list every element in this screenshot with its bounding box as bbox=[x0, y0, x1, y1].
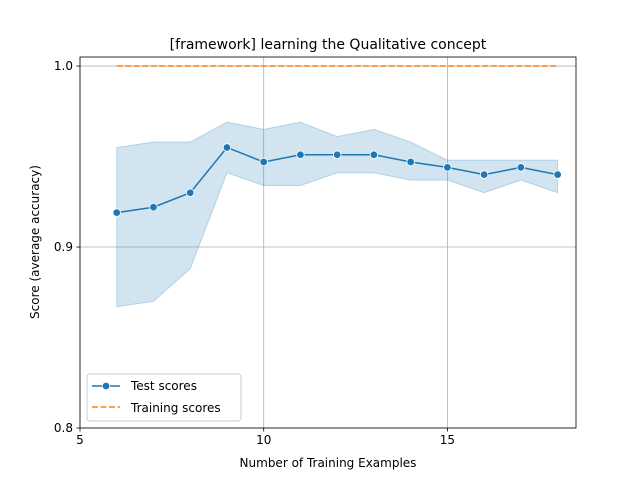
test-score-point bbox=[332, 150, 342, 159]
test-score-point bbox=[479, 170, 489, 179]
test-score-point bbox=[516, 163, 526, 172]
y-axis-label: Score (average accuracy) bbox=[28, 165, 42, 319]
test-score-point bbox=[222, 143, 232, 152]
legend-training-label: Training scores bbox=[130, 401, 221, 415]
test-score-point bbox=[149, 203, 158, 212]
x-axis-ticks: 5 10 15 bbox=[76, 428, 455, 447]
legend-box bbox=[86, 373, 242, 422]
y-tick-label: 0.8 bbox=[54, 421, 73, 435]
test-score-point bbox=[369, 150, 379, 159]
plot-frame bbox=[79, 56, 577, 429]
y-tick-label: 1.0 bbox=[54, 59, 73, 73]
test-score-point bbox=[259, 157, 268, 167]
legend-test-label: Test scores bbox=[130, 379, 197, 393]
test-score-point bbox=[406, 157, 415, 167]
legend: Test scores Training scores bbox=[86, 373, 242, 422]
test-score-point bbox=[296, 150, 305, 159]
legend-test-marker bbox=[101, 381, 111, 391]
chart-title: [framework] learning the Qualitative con… bbox=[170, 37, 487, 53]
y-tick-label: 0.9 bbox=[54, 240, 73, 254]
test-score-point bbox=[112, 208, 121, 217]
test-score-point bbox=[443, 163, 452, 172]
x-tick-label: 10 bbox=[256, 433, 271, 447]
x-tick-label: 5 bbox=[76, 433, 84, 447]
test-score-point bbox=[186, 188, 195, 197]
y-axis-ticks: 0.8 0.9 1.0 bbox=[54, 59, 80, 435]
x-axis-label: Number of Training Examples bbox=[240, 456, 417, 470]
test-score-point bbox=[553, 170, 562, 179]
x-tick-label: 15 bbox=[440, 433, 455, 447]
test-markers bbox=[112, 143, 562, 217]
